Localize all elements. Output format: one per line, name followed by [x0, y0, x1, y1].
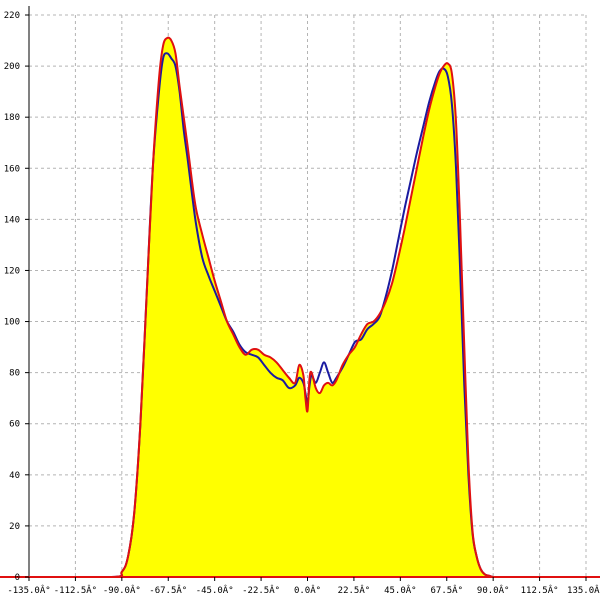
- x-tick-label: 45.0Â°: [384, 584, 417, 596]
- y-tick-label: 20: [9, 522, 20, 532]
- x-tick-label: 0.0Â°: [294, 584, 321, 596]
- x-tick-label: -22.5Â°: [242, 584, 280, 596]
- x-tick-label: 112.5Â°: [521, 584, 559, 596]
- series-lines: [18, 36, 597, 579]
- x-tick-label: -135.0Â°: [7, 584, 50, 596]
- y-tick-label: 120: [4, 266, 20, 276]
- x-tick-label: 67.5Â°: [430, 584, 463, 596]
- y-tick-label: 180: [4, 113, 20, 123]
- series-line-2: [18, 36, 597, 579]
- x-tick-label: -112.5Â°: [54, 584, 97, 596]
- x-tick-label: 90.0Â°: [477, 584, 510, 596]
- x-tick-labels: -135.0Â° -112.5Â° -90.0Â° -67.5Â° -45.0Â° -22…: [7, 577, 600, 596]
- x-tick-label: -45.0Â°: [196, 584, 234, 596]
- x-tick-label: 135.0Â°: [567, 584, 600, 596]
- area-fill: [18, 37, 597, 578]
- x-tick-label: 22.5Â°: [338, 584, 371, 596]
- y-tick-label: 0: [15, 573, 20, 583]
- y-tick-label: 60: [9, 420, 20, 430]
- y-tick-label: 160: [4, 164, 20, 174]
- y-tick-label: 80: [9, 369, 20, 379]
- y-tick-label: 100: [4, 318, 20, 328]
- y-tick-label: 40: [9, 471, 20, 481]
- y-tick-label: 220: [4, 11, 20, 21]
- y-tick-labels: 0 20 40 60 80 100 120 140 160 180 200 220: [4, 11, 29, 583]
- x-tick-label: -67.5Â°: [149, 584, 187, 596]
- axes: [0, 6, 600, 578]
- y-tick-label: 140: [4, 215, 20, 225]
- x-tick-label: -90.0Â°: [103, 584, 141, 596]
- y-tick-label: 200: [4, 62, 20, 72]
